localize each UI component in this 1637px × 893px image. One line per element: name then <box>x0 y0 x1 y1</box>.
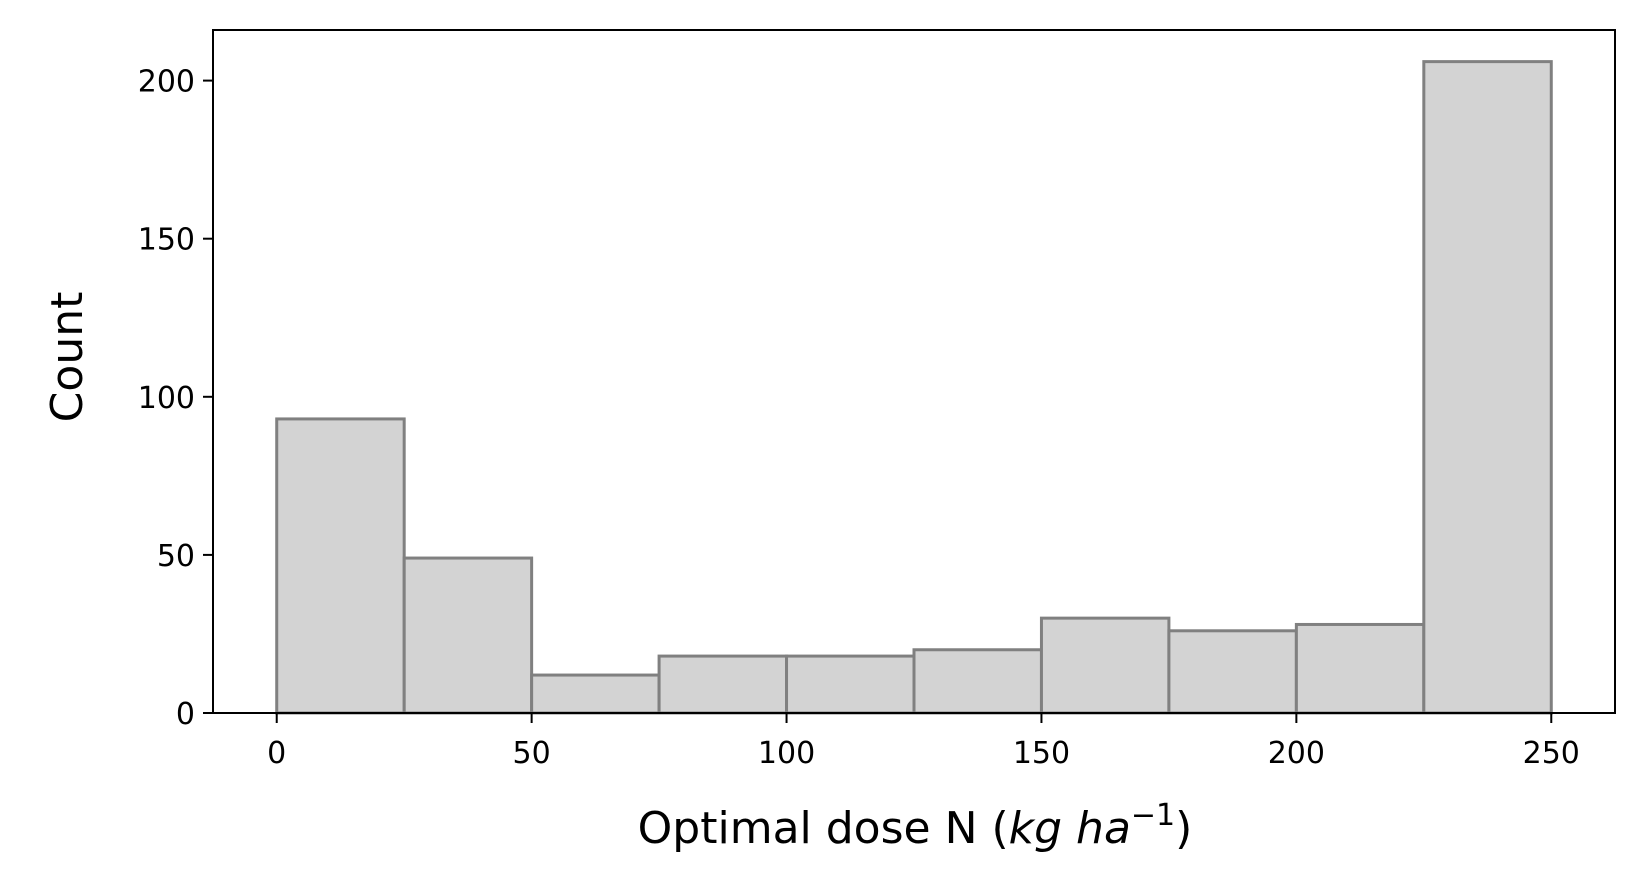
plot-frame <box>212 29 1616 714</box>
histogram-bar <box>1039 616 1171 715</box>
x-tick-label: 250 <box>1523 736 1580 771</box>
y-tick-label: 0 <box>176 697 195 732</box>
y-tick-label: 50 <box>157 539 195 574</box>
y-tick-label: 100 <box>138 381 195 416</box>
histogram-bar <box>657 654 789 715</box>
x-axis-label-text: Optimal dose N <box>638 803 978 854</box>
bars-group <box>275 60 1553 715</box>
histogram-bar <box>402 556 534 715</box>
histogram-bar <box>1167 629 1298 715</box>
histogram-bar <box>1422 60 1553 715</box>
y-axis-label: Count <box>42 292 93 423</box>
x-tick-label: 100 <box>758 736 815 771</box>
x-tick-label: 0 <box>267 736 286 771</box>
histogram-bar <box>1294 622 1426 715</box>
x-axis-label-exponent: −1 <box>1131 798 1175 833</box>
x-axis-label-unit: kg ha <box>1009 803 1131 854</box>
x-tick-label: 50 <box>513 736 551 771</box>
y-tick-label: 150 <box>138 223 195 258</box>
y-tick-label: 200 <box>138 65 195 100</box>
histogram-bar <box>785 654 916 715</box>
x-axis-ticks: 0 50 100 150 200 250 <box>267 713 1580 771</box>
y-axis-ticks: 0 50 100 150 200 <box>138 65 213 732</box>
histogram-bar <box>275 417 406 715</box>
x-tick-label: 200 <box>1268 736 1325 771</box>
x-tick-label: 150 <box>1013 736 1070 771</box>
histogram-bar <box>912 648 1043 715</box>
x-axis-label: Optimal dose N (kg ha−1) <box>638 798 1193 854</box>
histogram-bar <box>530 673 661 715</box>
